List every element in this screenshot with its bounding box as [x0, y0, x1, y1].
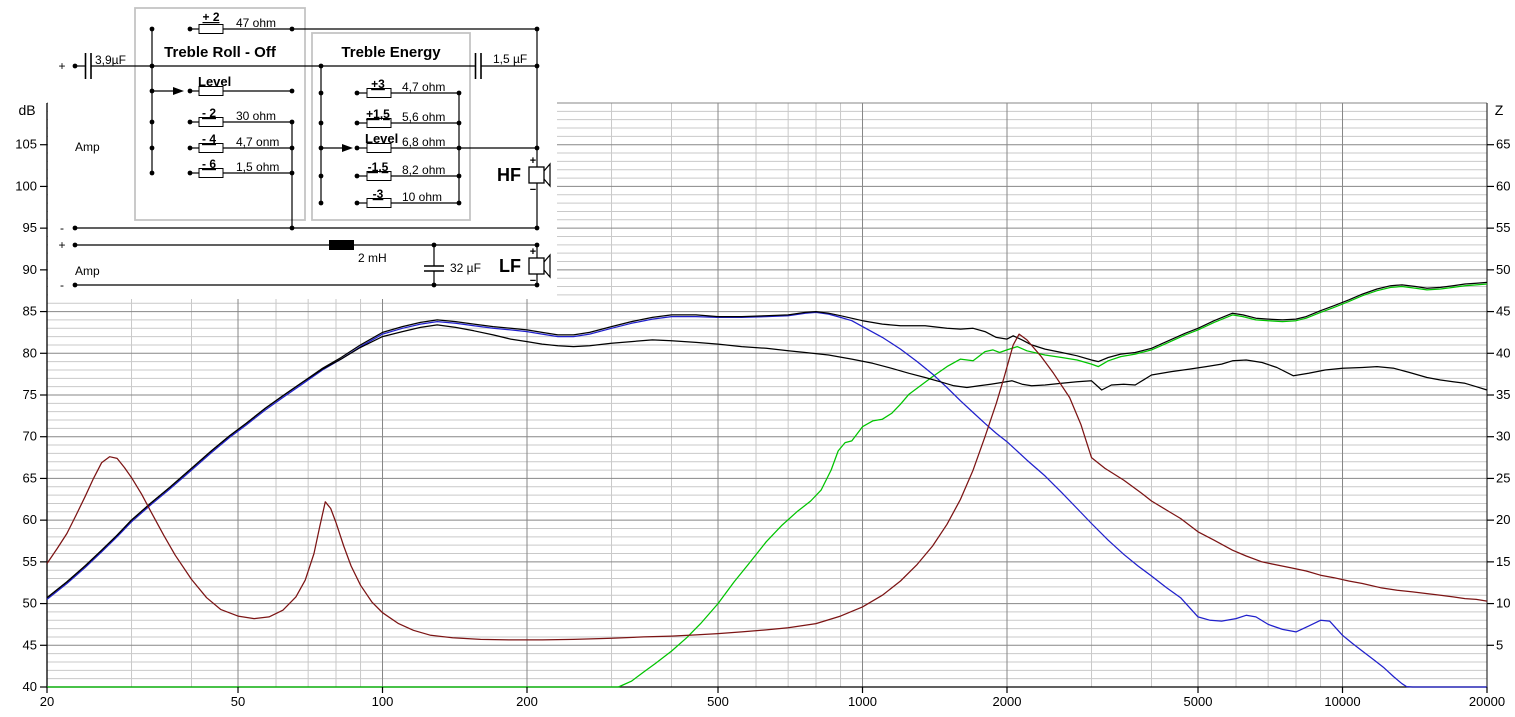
energy-row-value: 6,8 ohm — [402, 135, 445, 149]
rolloff-row-value: 4,7 onm — [236, 135, 279, 149]
right-tick-label: 60 — [1496, 178, 1510, 193]
impedance-curve — [46, 333, 1488, 641]
curves — [46, 281, 1488, 688]
left-tick-label: 60 — [23, 512, 37, 527]
left-tick-label: 85 — [23, 304, 37, 319]
lf-driver-label: LF — [499, 256, 521, 276]
right-tick-label: 35 — [1496, 387, 1510, 402]
lf-amp-plus: + — [58, 238, 65, 252]
bypass-value: 47 ohm — [236, 16, 276, 30]
right-tick-label: 45 — [1496, 304, 1510, 319]
right-axis-unit-z: Z — [1495, 102, 1504, 118]
energy-row-value: 5,6 ohm — [402, 110, 445, 124]
grid-lines — [47, 102, 1487, 687]
left-tick-label: 40 — [23, 679, 37, 694]
right-tick-label: 30 — [1496, 429, 1510, 444]
treble-rolloff-title: Treble Roll - Off — [164, 44, 277, 61]
output-cap-value: 1,5 µF — [493, 52, 527, 66]
hf-amp-minus: - — [60, 221, 64, 235]
left-tick-label: 90 — [23, 262, 37, 277]
x-tick-label: 20000 — [1469, 694, 1505, 709]
hf-driver-response-curve — [47, 283, 1488, 688]
left-tick-label: 105 — [15, 137, 37, 152]
left-tick-label: 55 — [23, 554, 37, 569]
hf-amp-label: Amp — [75, 140, 100, 154]
inductor-icon — [329, 240, 354, 250]
x-tick-label: 500 — [707, 694, 729, 709]
right-tick-label: 5 — [1496, 637, 1503, 652]
left-tick-label: 100 — [15, 178, 37, 193]
inductor-value: 2 mH — [358, 251, 387, 265]
x-tick-label: 50 — [231, 694, 245, 709]
selector-arrow — [173, 87, 184, 95]
x-tick-label: 2000 — [993, 694, 1022, 709]
treble-rolloff-box — [134, 7, 306, 221]
hf-speaker-minus: − — [530, 184, 536, 196]
energy-row-value: 10 ohm — [402, 190, 442, 204]
left-tick-label: 50 — [23, 596, 37, 611]
rolloff-row-label: - 4 — [202, 132, 216, 146]
lf-speaker-plus: + — [530, 246, 536, 258]
hf-speaker-horn-icon — [543, 162, 551, 188]
lf-cap-value: 32 µF — [450, 261, 481, 275]
rolloff-row-value: 30 ohm — [236, 109, 276, 123]
lf-speaker-icon — [528, 257, 545, 275]
selector-arrow — [342, 144, 353, 152]
left-tick-label: 65 — [23, 470, 37, 485]
right-tick-label: 65 — [1496, 137, 1510, 152]
hf-speaker-icon — [528, 166, 545, 184]
treble-energy-title: Treble Energy — [341, 44, 441, 61]
lf-speaker-minus: − — [530, 275, 536, 287]
left-tick-label: 45 — [23, 637, 37, 652]
energy-row-label: +1,5 — [366, 107, 390, 121]
x-tick-label: 5000 — [1184, 694, 1213, 709]
x-tick-label: 100 — [372, 694, 394, 709]
lf-speaker-horn-icon — [543, 253, 551, 279]
energy-row-value: 8,2 ohm — [402, 163, 445, 177]
energy-level-label: Level — [365, 131, 398, 146]
hf-driver-label: HF — [497, 165, 521, 185]
x-tick-label: 1000 — [848, 694, 877, 709]
right-tick-label: 25 — [1496, 470, 1510, 485]
x-tick-label: 10000 — [1324, 694, 1360, 709]
right-tick-label: 15 — [1496, 554, 1510, 569]
right-tick-label: 40 — [1496, 345, 1510, 360]
right-tick-label: 20 — [1496, 512, 1510, 527]
right-tick-label: 55 — [1496, 220, 1510, 235]
hf-speaker-plus: + — [530, 155, 536, 167]
left-tick-label: 70 — [23, 429, 37, 444]
x-tick-label: 200 — [516, 694, 538, 709]
axis-labels: dB Z1051009590858075706560555045406560555… — [15, 102, 1510, 709]
energy-row-label: +3 — [371, 77, 385, 91]
input-cap-value: 3,9µF — [95, 53, 126, 67]
energy-row-label: -1,5 — [368, 160, 389, 174]
rolloff-row-label: - 2 — [202, 106, 216, 120]
resistor — [198, 24, 224, 34]
left-tick-label: 95 — [23, 220, 37, 235]
lf-driver-response-curve — [46, 311, 1487, 688]
treble-energy-box — [311, 32, 471, 221]
energy-row-value: 4,7 ohm — [402, 80, 445, 94]
rolloff-row-label: - 6 — [202, 157, 216, 171]
left-tick-label: 80 — [23, 345, 37, 360]
rolloff-level-label: Level — [198, 74, 231, 89]
bypass-label: + 2 — [202, 10, 219, 24]
lf-amp-minus: - — [60, 278, 64, 292]
left-axis-unit-db: dB — [18, 102, 35, 118]
summed-response-upper-curve — [46, 281, 1488, 599]
lf-amp-label: Amp — [75, 264, 100, 278]
hf-amp-plus: + — [58, 59, 65, 73]
x-tick-label: 20 — [40, 694, 54, 709]
inset-background — [48, 0, 557, 299]
right-tick-label: 50 — [1496, 262, 1510, 277]
left-tick-label: 75 — [23, 387, 37, 402]
right-tick-label: 10 — [1496, 596, 1510, 611]
rolloff-row-value: 1,5 ohm — [236, 160, 279, 174]
energy-row-label: -3 — [373, 187, 384, 201]
